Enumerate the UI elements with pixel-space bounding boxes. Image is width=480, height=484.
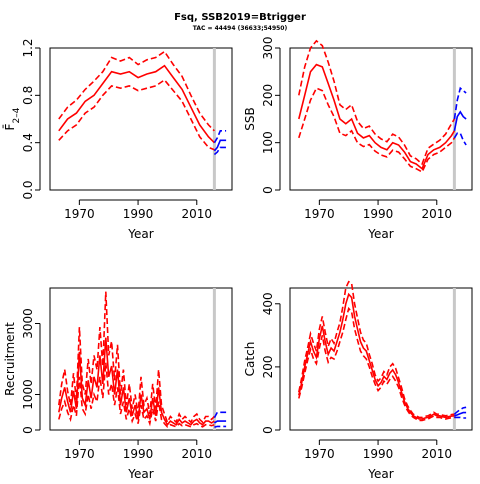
- forecast-lower-line: [454, 416, 467, 419]
- historic-median-line: [298, 63, 456, 170]
- y-axis-title: Recruitment: [3, 322, 17, 396]
- y-axis-title: Catch: [243, 342, 257, 377]
- historic-upper-line: [58, 50, 215, 132]
- panel-recruitment: 1970 1990 2010 Year 0 1000 3000 Recruitment: [3, 287, 233, 481]
- x-tick-label: 1970: [304, 447, 335, 461]
- x-tick-label: 2010: [422, 207, 453, 221]
- x-tick-label: 1970: [64, 207, 95, 221]
- y-axis-title: SSB: [243, 107, 257, 130]
- forecast-median-line: [453, 110, 467, 131]
- y-tick-label: 100: [261, 131, 275, 154]
- y-tick-label: 400: [261, 292, 275, 315]
- historic-lower-line: [58, 78, 215, 151]
- x-tick-label: 1990: [363, 207, 394, 221]
- x-tick-label: 2010: [422, 447, 453, 461]
- forecast-median-line: [213, 139, 227, 152]
- plot-frame: [49, 287, 233, 431]
- y-tick-label: 200: [261, 355, 275, 378]
- plot-frame: [289, 47, 473, 191]
- historic-lower-line: [58, 362, 215, 428]
- y-tick-label: 0.4: [21, 133, 35, 152]
- y-tick-label: 0: [261, 426, 275, 434]
- y-tick-label: 0: [21, 426, 35, 434]
- y-axis-title-subscript: 2–4: [12, 107, 22, 123]
- panel-ssb: 1970 1990 2010 Year 0 100 200 300 SSB: [243, 37, 473, 241]
- y-tick-label: 200: [261, 84, 275, 107]
- y-axis-title: F̄2–4: [3, 107, 22, 130]
- y-tick-label: 0.8: [21, 86, 35, 105]
- forecast-lower-line: [214, 425, 227, 428]
- forecast-upper-line: [453, 86, 467, 120]
- historic-lower-line: [298, 306, 455, 422]
- y-tick-label: 1.2: [21, 38, 35, 57]
- figure-subtitle: TAC = 44494 (36633;54950): [193, 25, 288, 32]
- x-axis-title: Year: [367, 227, 393, 241]
- y-tick-label: 3000: [21, 308, 35, 339]
- x-axis-title: Year: [367, 467, 393, 480]
- historic-median-line: [58, 337, 215, 427]
- historic-median-line: [298, 292, 455, 420]
- forecast-upper-line: [453, 406, 467, 415]
- historic-upper-line: [58, 291, 215, 425]
- x-axis-title: Year: [127, 227, 153, 241]
- historic-upper-line: [298, 39, 456, 166]
- forecast-lower-line: [213, 146, 227, 156]
- x-tick-label: 1990: [363, 447, 394, 461]
- x-tick-label: 1970: [64, 447, 95, 461]
- panel-catch: 1970 1990 2010 Year 0 200 400 Catch: [243, 280, 473, 481]
- forecast-upper-line: [213, 411, 227, 418]
- forecast-median-line: [454, 411, 467, 417]
- y-tick-label: 1000: [21, 379, 35, 410]
- forecast-upper-line: [213, 130, 227, 144]
- forecast-median-line: [213, 420, 227, 424]
- x-tick-label: 1990: [123, 207, 154, 221]
- historic-upper-line: [298, 280, 455, 419]
- plot-frame: [49, 47, 233, 191]
- panel-f: 1970 1990 2010 Year 0.0 0.4 0.8 1.2 F̄2–4: [3, 38, 233, 241]
- figure-title: Fsq, SSB2019=Btrigger: [174, 12, 306, 23]
- y-tick-label: 0.0: [21, 180, 35, 199]
- x-tick-label: 2010: [182, 207, 213, 221]
- x-tick-label: 1970: [304, 207, 335, 221]
- x-tick-label: 2010: [182, 447, 213, 461]
- plot-frame: [289, 287, 473, 431]
- y-tick-label: 300: [261, 37, 275, 60]
- y-tick-label: 0: [261, 186, 275, 194]
- forecast-lower-line: [453, 132, 467, 146]
- x-tick-label: 1990: [123, 447, 154, 461]
- historic-lower-line: [298, 87, 456, 174]
- x-axis-title: Year: [127, 467, 153, 480]
- historic-median-line: [58, 64, 215, 144]
